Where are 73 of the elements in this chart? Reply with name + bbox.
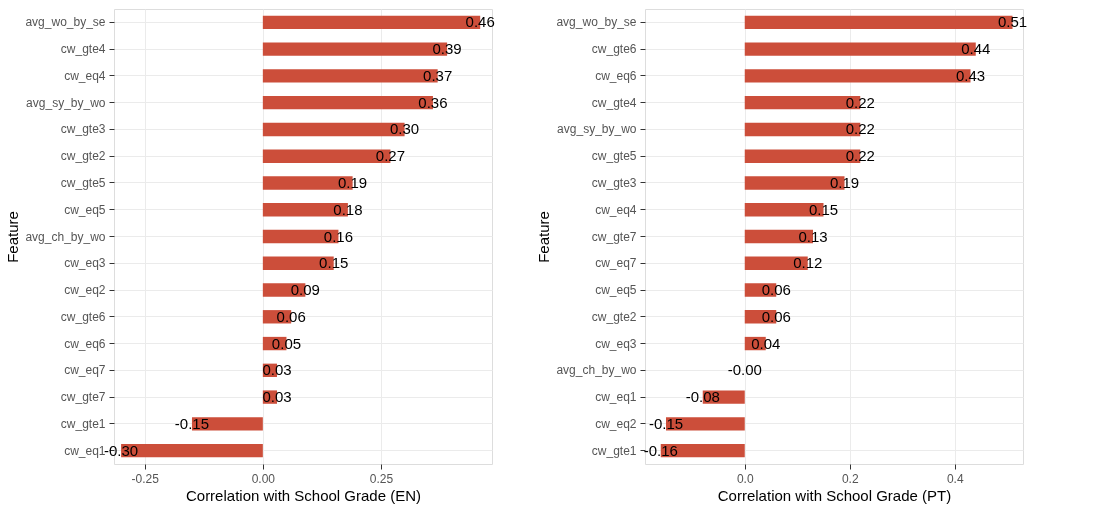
y-tick-label: cw_gte5 (591, 149, 637, 164)
y-tick-label: cw_eq4 (595, 202, 637, 217)
y-tick-label: cw_gte6 (60, 309, 106, 324)
data-label: 0.30 (389, 120, 420, 138)
y-tick-label: cw_eq5 (64, 202, 106, 217)
data-label: 0.36 (418, 93, 448, 111)
x-tick-label: 0.4 (946, 471, 964, 486)
data-label: -0.15 (174, 414, 210, 432)
data-label: 0.22 (845, 147, 875, 165)
data-label: 0.12 (793, 254, 823, 272)
y-tick-label: cw_eq2 (64, 283, 106, 298)
x-axis-title: Correlation with School Grade (PT) (717, 486, 952, 504)
data-label: 0.05 (271, 334, 302, 352)
data-label: 0.13 (798, 227, 828, 245)
data-label: 0.22 (845, 120, 875, 138)
y-tick-label: cw_eq2 (595, 416, 637, 431)
y-tick-label: cw_eq7 (64, 363, 106, 378)
y-tick-label: avg_sy_by_wo (557, 122, 637, 137)
data-label: 0.37 (423, 66, 453, 84)
y-tick-label: avg_wo_by_se (25, 15, 106, 30)
y-tick-label: cw_gte1 (60, 416, 106, 431)
data-label: 0.22 (845, 93, 875, 111)
y-axis-title: Feature (4, 211, 22, 263)
y-tick-label: cw_gte4 (591, 95, 637, 110)
y-tick-label: cw_gte6 (591, 42, 637, 57)
y-tick-label: cw_gte7 (60, 390, 106, 405)
x-tick-label: -0.25 (131, 471, 160, 486)
y-tick-label: cw_eq5 (595, 283, 637, 298)
data-label: 0.06 (761, 281, 791, 299)
y-tick-label: avg_ch_by_wo (25, 229, 106, 244)
y-tick-label: cw_gte1 (591, 443, 637, 458)
data-label: 0.18 (333, 200, 363, 218)
data-label: 0.43 (955, 66, 986, 84)
data-label: 0.51 (997, 13, 1028, 31)
data-label: 0.06 (761, 307, 791, 325)
y-axis-title: Feature (535, 211, 553, 263)
y-tick-label: cw_eq4 (64, 68, 106, 83)
y-tick-label: cw_gte2 (591, 309, 637, 324)
data-label: 0.19 (338, 173, 368, 191)
data-label: -0.15 (648, 414, 684, 432)
y-tick-label: cw_eq7 (595, 256, 637, 271)
data-label: 0.06 (276, 307, 306, 325)
data-label: 0.15 (808, 200, 839, 218)
y-tick-label: avg_ch_by_wo (556, 363, 637, 378)
y-tick-label: cw_gte2 (60, 149, 106, 164)
data-label: 0.39 (432, 40, 462, 58)
y-tick-label: cw_gte5 (60, 175, 106, 190)
data-label: 0.19 (829, 173, 860, 191)
data-label: -0.00 (727, 361, 762, 379)
y-tick-label: cw_gte7 (591, 229, 637, 244)
y-tick-label: cw_gte3 (591, 175, 637, 190)
y-tick-label: cw_eq1 (595, 390, 637, 405)
x-tick-label: 0.2 (841, 471, 859, 486)
y-tick-label: cw_eq1 (64, 443, 106, 458)
data-label: 0.04 (751, 334, 781, 352)
y-tick-label: cw_eq3 (64, 256, 106, 271)
y-tick-label: avg_wo_by_se (556, 15, 637, 30)
y-tick-label: avg_sy_by_wo (26, 95, 106, 110)
y-tick-label: cw_eq3 (595, 336, 637, 351)
data-label: 0.16 (323, 227, 354, 245)
data-label: 0.15 (319, 254, 349, 272)
y-tick-label: cw_eq6 (64, 336, 106, 351)
x-axis-title: Correlation with School Grade (EN) (185, 486, 422, 504)
y-tick-label: cw_eq6 (595, 68, 637, 83)
x-tick-label: 0.0 (736, 471, 754, 486)
x-tick-label: 0.00 (251, 471, 276, 486)
y-tick-label: cw_gte4 (60, 42, 106, 57)
data-label: 0.03 (262, 361, 292, 379)
data-label: 0.44 (961, 40, 991, 58)
data-label: 0.03 (262, 388, 292, 406)
data-label: 0.27 (375, 147, 406, 165)
y-tick-label: cw_gte3 (60, 122, 106, 137)
x-tick-label: 0.25 (369, 471, 394, 486)
